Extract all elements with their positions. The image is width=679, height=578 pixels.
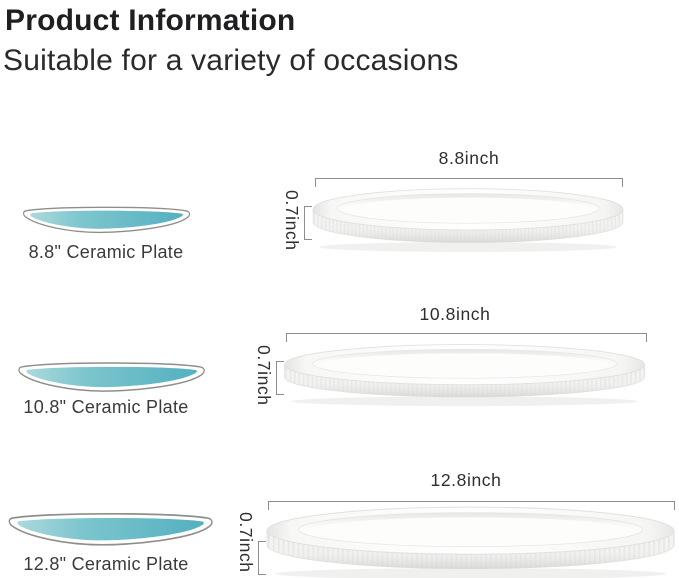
diameter-dimension-label: 10.8inch (419, 304, 491, 324)
height-bracket (304, 206, 312, 240)
diameter-bracket (315, 178, 623, 187)
diameter-dimension-label: 8.8inch (438, 148, 500, 168)
height-dimension-label: 0.7inch (282, 190, 302, 251)
plate-name-label: 10.8" Ceramic Plate (23, 397, 189, 417)
diameter-dimension-label: 12.8inch (430, 470, 502, 490)
page-subtitle: Suitable for a variety of occasions (3, 44, 459, 77)
teal-plate-side-icon (5, 506, 215, 548)
height-dimension-label: 0.7inch (236, 512, 256, 573)
teal-plate-side-icon (20, 201, 192, 235)
white-plate-photo (281, 342, 648, 410)
white-plate-photo (310, 186, 626, 256)
page-title: Product Information (5, 4, 296, 37)
height-dimension-label: 0.7inch (254, 345, 274, 406)
height-bracket (276, 361, 284, 395)
white-plate-photo (263, 504, 678, 578)
diameter-bracket (268, 501, 675, 510)
teal-plate-side-icon (15, 356, 207, 394)
height-bracket (258, 541, 266, 575)
plate-name-label: 8.8" Ceramic Plate (28, 242, 184, 262)
plate-name-label: 12.8" Ceramic Plate (23, 554, 189, 574)
diameter-bracket (286, 333, 647, 342)
